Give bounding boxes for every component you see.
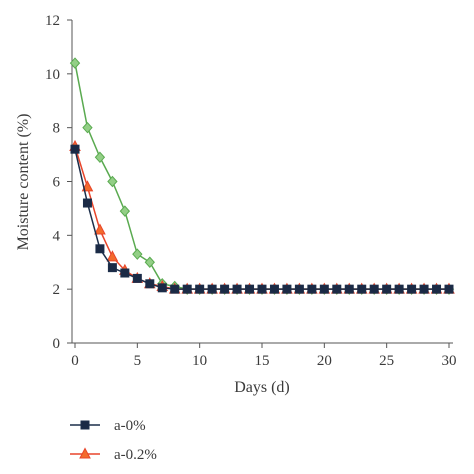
series-line [74, 146, 449, 290]
data-point-square [307, 284, 317, 294]
data-point-diamond [132, 248, 143, 260]
data-point-square [170, 284, 180, 294]
legend: a-0% a-0.2% [70, 418, 157, 463]
series-line [74, 62, 449, 290]
data-point-square [95, 244, 105, 254]
data-point-square [369, 284, 379, 294]
axes [71, 20, 453, 344]
data-point-square [444, 284, 454, 294]
data-point-square [207, 284, 217, 294]
data-point-square [157, 283, 167, 293]
y-tick-label: 2 [53, 282, 61, 298]
data-point-triangle [81, 180, 94, 192]
data-point-square [394, 284, 404, 294]
x-tick-label: 15 [255, 353, 270, 369]
y-tick-label: 12 [45, 13, 60, 29]
data-point-square [382, 284, 392, 294]
data-point-diamond [94, 151, 106, 164]
data-point-square [407, 284, 417, 294]
data-point-square [70, 144, 80, 154]
x-tick-label: 30 [442, 353, 457, 369]
data-point-square [319, 284, 329, 294]
x-tick-label: 10 [192, 353, 207, 369]
data-point-square [257, 284, 267, 294]
data-point-triangle [94, 223, 106, 235]
data-point-square [80, 420, 90, 430]
data-point-diamond [119, 205, 131, 217]
x-tick-label: 0 [71, 353, 79, 369]
data-point-diamond [82, 121, 93, 134]
legend-item-1: a-0.2% [70, 447, 157, 463]
y-axis-title: Moisture content (%) [15, 114, 32, 251]
series-layer [69, 57, 455, 295]
series-2 [70, 144, 454, 294]
data-point-square [332, 284, 342, 294]
data-point-square [220, 284, 230, 294]
y-tick-label: 4 [53, 228, 61, 244]
data-point-diamond [144, 256, 155, 268]
data-point-square [232, 284, 242, 294]
data-point-square [182, 284, 192, 294]
data-point-square [432, 284, 442, 294]
data-point-square [82, 198, 92, 208]
y-tick-label: 0 [53, 336, 61, 352]
ticks: 0 5 10 15 20 25 30 0 2 4 6 8 10 12 [45, 13, 457, 369]
data-point-diamond [107, 175, 118, 188]
data-point-diamond [69, 57, 81, 69]
legend-label-0: a-0% [114, 418, 146, 434]
data-point-square [282, 284, 292, 294]
data-point-square [344, 284, 354, 294]
y-tick-label: 6 [53, 175, 61, 191]
data-point-square [294, 284, 304, 294]
x-axis-title: Days (d) [234, 379, 290, 396]
legend-marker-1 [79, 447, 91, 459]
series-line [74, 149, 449, 290]
x-tick-label: 20 [317, 353, 332, 369]
legend-label-1: a-0.2% [114, 447, 157, 463]
x-tick-label: 25 [379, 353, 394, 369]
data-point-square [195, 284, 205, 294]
data-point-square [269, 284, 279, 294]
y-tick-label: 8 [53, 121, 61, 137]
series-0 [69, 57, 455, 295]
data-point-square [145, 279, 155, 289]
legend-item-0: a-0% [70, 418, 146, 434]
data-point-square [357, 284, 367, 294]
data-point-triangle [106, 250, 119, 262]
data-point-square [107, 263, 117, 273]
data-point-square [132, 273, 142, 283]
data-point-triangle [79, 447, 91, 459]
data-point-square [120, 268, 130, 278]
data-point-square [419, 284, 429, 294]
x-tick-label: 5 [134, 353, 142, 369]
y-tick-label: 10 [45, 67, 60, 83]
legend-marker-0 [80, 420, 90, 430]
data-point-square [245, 284, 255, 294]
